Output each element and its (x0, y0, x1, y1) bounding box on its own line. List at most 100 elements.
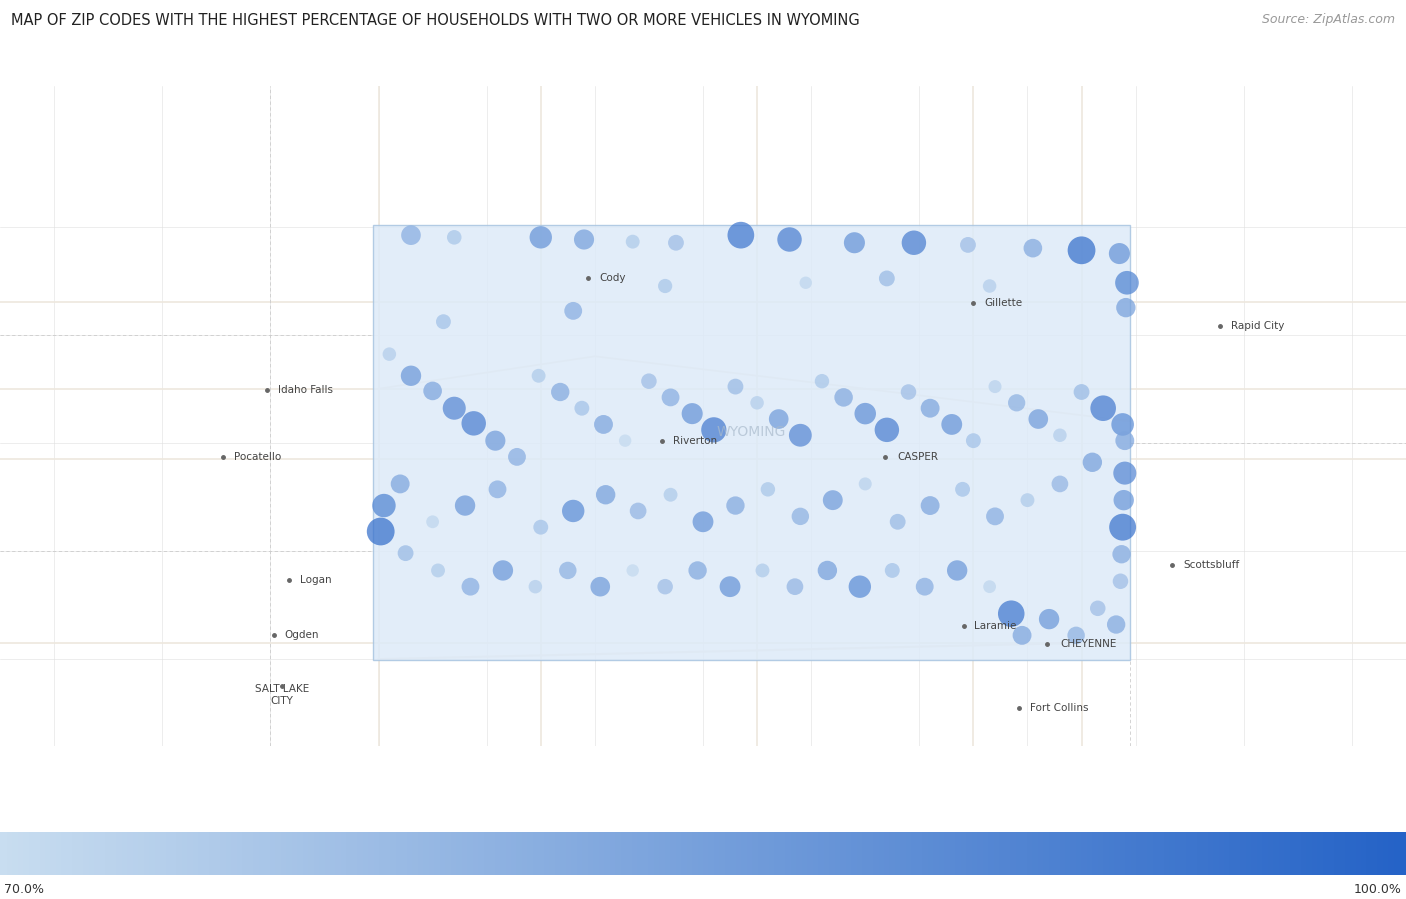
Point (1070, 243, 1092, 257)
Text: 70.0%: 70.0% (4, 883, 44, 895)
Point (654, 279, 676, 293)
Point (1038, 612, 1060, 627)
Point (1049, 476, 1071, 491)
Point (979, 580, 1001, 594)
Point (756, 482, 779, 496)
Point (1005, 396, 1028, 410)
Point (811, 374, 834, 388)
Text: Idaho Falls: Idaho Falls (278, 385, 333, 395)
Text: CHEYENNE: CHEYENNE (1060, 639, 1116, 649)
Point (399, 228, 422, 243)
Point (484, 433, 506, 448)
Point (463, 416, 485, 431)
Point (941, 417, 963, 432)
Point (730, 228, 752, 243)
Point (692, 514, 714, 529)
Point (815, 564, 838, 578)
Point (886, 514, 908, 529)
Point (389, 476, 412, 491)
Point (427, 564, 450, 578)
Bar (373, 226, 1130, 660)
Text: Rapid City: Rapid City (1230, 321, 1284, 331)
Point (524, 580, 547, 594)
Point (614, 433, 637, 448)
Point (548, 385, 571, 399)
Point (853, 476, 876, 491)
Point (876, 423, 898, 437)
Text: Fort Collins: Fort Collins (1029, 703, 1088, 713)
Point (1087, 601, 1109, 616)
Text: Ogden: Ogden (284, 630, 319, 640)
Point (783, 580, 806, 594)
Point (946, 564, 969, 578)
Point (794, 276, 817, 290)
Point (984, 379, 1007, 394)
Point (659, 390, 682, 405)
Point (703, 423, 725, 437)
Point (1115, 300, 1137, 315)
Text: Pocatello: Pocatello (233, 452, 281, 462)
Point (1112, 493, 1135, 507)
Point (779, 232, 801, 246)
Point (962, 433, 984, 448)
Point (562, 304, 585, 318)
Point (394, 546, 416, 560)
Point (399, 369, 422, 383)
Point (562, 503, 585, 518)
Point (1114, 433, 1136, 448)
Point (571, 401, 593, 415)
Point (527, 369, 550, 383)
Point (844, 236, 866, 250)
Point (724, 498, 747, 512)
Point (654, 580, 676, 594)
Point (821, 493, 844, 507)
Text: MAP OF ZIP CODES WITH THE HIGHEST PERCENTAGE OF HOUSEHOLDS WITH TWO OR MORE VEHI: MAP OF ZIP CODES WITH THE HIGHEST PERCEN… (11, 13, 860, 29)
Point (681, 406, 703, 421)
Point (460, 580, 482, 594)
Text: 100.0%: 100.0% (1354, 883, 1402, 895)
Point (530, 230, 553, 245)
Point (768, 412, 790, 426)
Point (1105, 618, 1128, 632)
Point (1111, 520, 1133, 534)
Text: Source: ZipAtlas.com: Source: ZipAtlas.com (1261, 13, 1395, 26)
Point (897, 385, 920, 399)
Point (422, 384, 444, 398)
Point (1092, 401, 1115, 415)
Point (1049, 428, 1071, 442)
Point (718, 580, 741, 594)
Point (1017, 493, 1039, 507)
Point (751, 564, 773, 578)
Point (1026, 412, 1049, 426)
Point (920, 498, 942, 512)
Point (486, 482, 509, 496)
Point (1116, 276, 1139, 290)
Point (589, 580, 612, 594)
Point (1111, 547, 1133, 561)
Point (492, 564, 515, 578)
Point (984, 509, 1007, 523)
Point (595, 487, 617, 502)
Text: Gillette: Gillette (984, 298, 1022, 308)
Point (1011, 628, 1033, 643)
Point (724, 379, 747, 394)
Point (370, 524, 392, 539)
Point (952, 482, 974, 496)
Text: Scottsbluff: Scottsbluff (1184, 560, 1240, 570)
Point (1022, 241, 1045, 255)
Point (572, 232, 595, 246)
Point (1081, 455, 1104, 469)
Text: Riverton: Riverton (672, 436, 717, 446)
Point (443, 401, 465, 415)
Point (979, 279, 1001, 293)
Point (621, 564, 644, 578)
Point (659, 487, 682, 502)
Text: Logan: Logan (299, 575, 332, 585)
Point (1000, 607, 1022, 621)
Point (920, 401, 942, 415)
Point (621, 235, 644, 249)
Text: WYOMING: WYOMING (717, 425, 786, 439)
Point (789, 428, 811, 442)
Point (914, 580, 936, 594)
Point (373, 498, 395, 512)
